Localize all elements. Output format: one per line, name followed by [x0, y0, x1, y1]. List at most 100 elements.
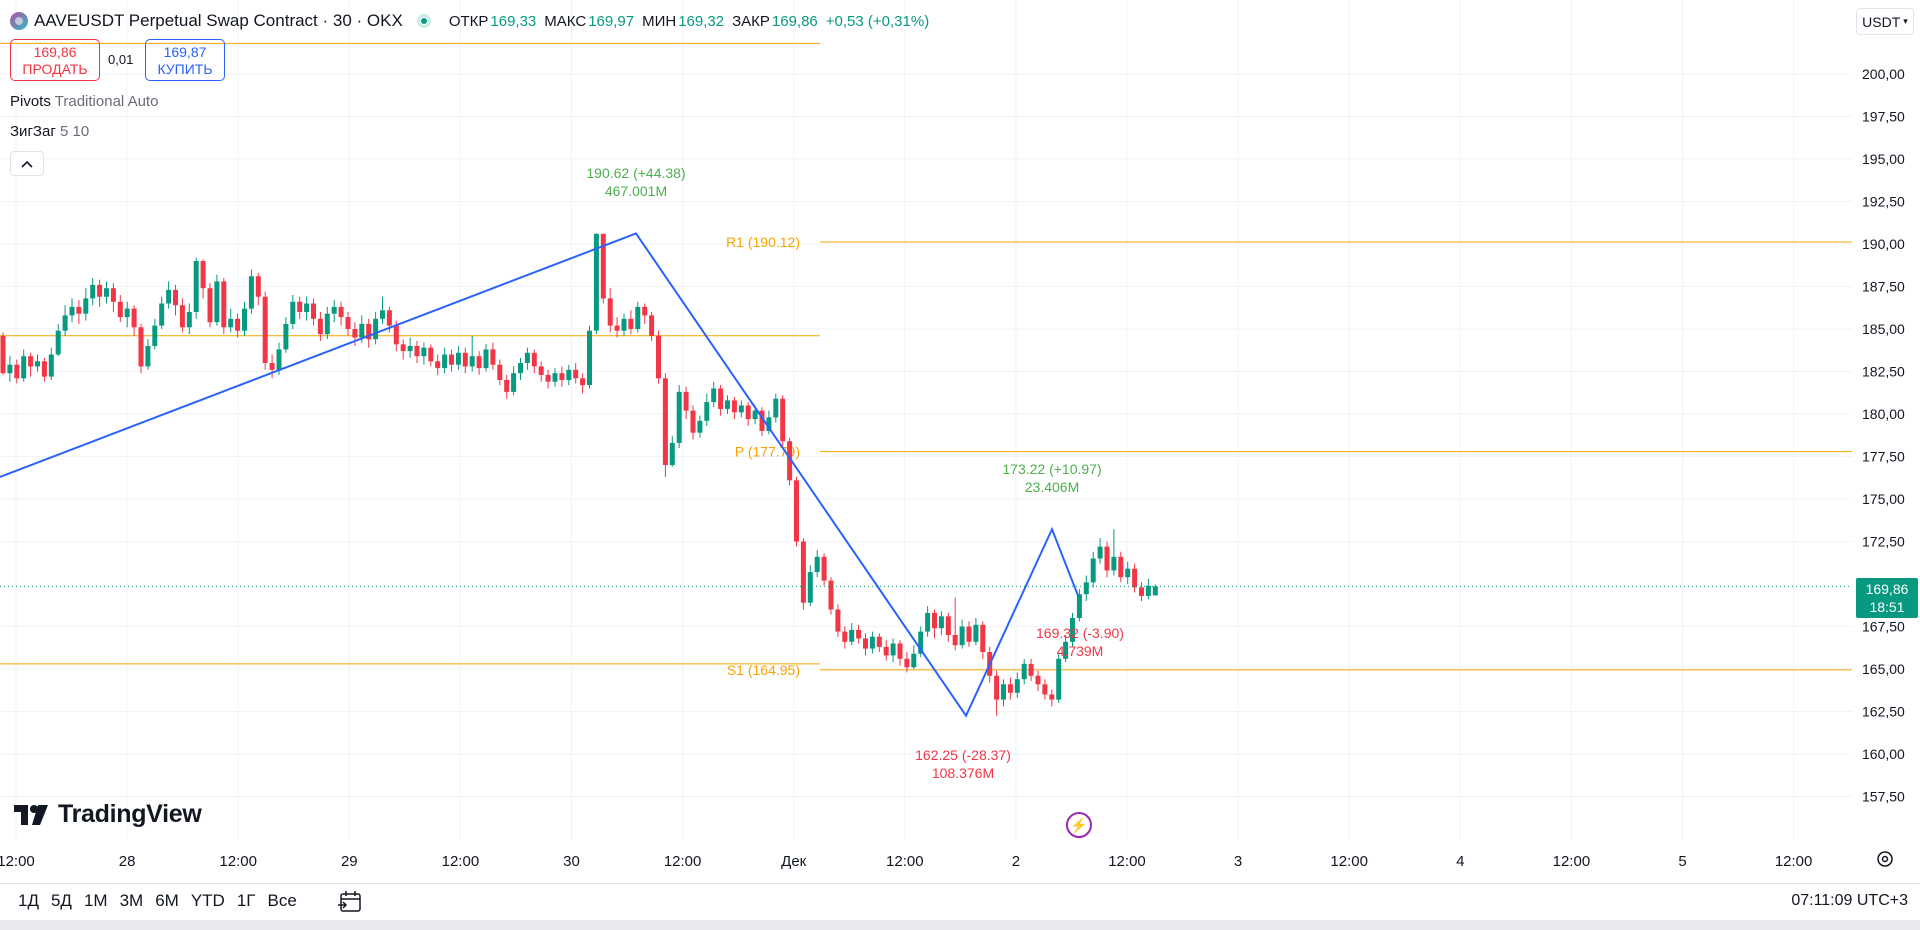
- candle-body: [869, 636, 875, 649]
- candle-body: [276, 349, 282, 370]
- chevron-down-icon: ▾: [1903, 16, 1908, 26]
- tradingview-logo[interactable]: TradingView: [14, 800, 202, 829]
- clock-timezone[interactable]: 07:11:09 UTC+3: [1791, 892, 1908, 909]
- bar-countdown: 18:51: [1869, 599, 1905, 615]
- candle-body: [290, 301, 296, 324]
- candle-body: [97, 284, 103, 297]
- symbol-title[interactable]: AAVEUSDT Perpetual Swap Contract · 30 · …: [34, 11, 403, 30]
- open-label: ОТКР: [448, 12, 489, 30]
- candle-body: [835, 609, 841, 632]
- candle-body: [145, 346, 151, 367]
- zigzag-volume-label: 4.739M: [1057, 643, 1104, 659]
- candle-body: [1118, 556, 1124, 578]
- candle-body: [442, 354, 448, 369]
- candle-body: [248, 276, 254, 309]
- candle-body: [1049, 694, 1055, 700]
- zigzag-pivot-label: 173.22 (+10.97): [1002, 461, 1101, 477]
- market-status-icon[interactable]: [416, 14, 431, 28]
- candle-body: [393, 325, 399, 345]
- candle-body: [21, 356, 27, 379]
- candle-body: [1063, 641, 1069, 659]
- candle-body: [635, 306, 641, 329]
- zigzag-pivot-label: 190.62 (+44.38): [586, 165, 685, 181]
- y-axis-tick-label: 167,50: [1862, 619, 1905, 635]
- collapse-indicators-button[interactable]: [10, 151, 44, 176]
- x-axis-tick-label: 3: [1234, 853, 1242, 870]
- low-label: МИН: [642, 12, 677, 30]
- range-1y[interactable]: 1Г: [236, 891, 256, 910]
- candle-body: [386, 310, 392, 326]
- candle-body: [117, 301, 123, 318]
- pivot-label: P (177.79): [735, 444, 800, 460]
- close-label: ЗАКР: [732, 12, 770, 30]
- candle-body: [497, 364, 503, 380]
- x-axis-tick-label: 30: [563, 853, 580, 870]
- candle-body: [421, 347, 427, 357]
- candle-body: [1042, 684, 1048, 695]
- x-axis-tick-label: 12:00: [0, 853, 35, 870]
- pivot-label: R1 (190.12): [726, 234, 800, 250]
- range-1m[interactable]: 1М: [83, 891, 108, 910]
- candle-body: [242, 308, 247, 331]
- indicator-zigzag[interactable]: ЗигЗаг 5 10: [10, 123, 89, 140]
- candle-body: [490, 349, 496, 365]
- range-ytd[interactable]: YTD: [190, 891, 225, 910]
- candle-body: [614, 325, 620, 331]
- candle-body: [1014, 679, 1020, 693]
- candle-body: [794, 480, 799, 542]
- candle-body: [35, 361, 40, 367]
- pivot-label: S1 (164.95): [727, 662, 800, 678]
- range-1d[interactable]: 1Д: [18, 891, 39, 910]
- candle-body: [876, 636, 882, 647]
- candle-body: [766, 417, 772, 431]
- lightning-icon[interactable]: ⚡: [1066, 812, 1092, 838]
- aave-coin-icon: [10, 12, 28, 30]
- candle-body: [773, 398, 779, 418]
- candle-body: [1097, 546, 1103, 559]
- ohlc-values: ОТКР 169,33 МАКС 169,97 МИН 169,32 ЗАКР …: [441, 13, 929, 30]
- calendar-range-icon[interactable]: [338, 890, 364, 914]
- candle-body: [166, 289, 172, 304]
- y-axis-tick-label: 160,00: [1862, 746, 1905, 762]
- logo-text: TradingView: [58, 800, 202, 828]
- candle-body: [607, 298, 613, 326]
- buy-button[interactable]: 169,87 КУПИТЬ: [145, 39, 225, 81]
- candle-body: [628, 318, 634, 329]
- currency-selector[interactable]: USDT ▾: [1856, 8, 1914, 35]
- range-3m[interactable]: 3М: [119, 891, 144, 910]
- indicator-pivots[interactable]: Pivots Traditional Auto: [10, 93, 158, 110]
- candle-body: [980, 624, 986, 652]
- candle-body: [656, 335, 661, 379]
- settings-gear-icon[interactable]: [1874, 848, 1896, 870]
- candle-body: [428, 347, 434, 362]
- candle-body: [600, 233, 606, 299]
- x-axis-tick-label: 29: [341, 853, 358, 870]
- candle-body: [1132, 568, 1138, 588]
- indicator-name: Pivots: [10, 93, 51, 110]
- candle-body: [1104, 546, 1110, 571]
- sell-button[interactable]: 169,86 ПРОДАТЬ: [10, 39, 100, 81]
- x-axis-tick-label: 12:00: [1775, 853, 1813, 870]
- candle-body: [110, 288, 116, 302]
- candle-body: [193, 261, 199, 312]
- indicator-params: 5 10: [59, 123, 90, 140]
- range-6m[interactable]: 6М: [155, 891, 179, 910]
- candle-body: [435, 361, 441, 369]
- candle-body: [649, 315, 655, 336]
- candle-body: [524, 352, 530, 363]
- close-value: 169,86: [771, 12, 818, 30]
- y-axis-tick-label: 172,50: [1862, 534, 1905, 550]
- candle-body: [262, 296, 268, 363]
- candle-body: [41, 361, 47, 377]
- candle-body: [131, 308, 137, 328]
- range-all[interactable]: Все: [267, 891, 297, 910]
- range-5d[interactable]: 5Д: [50, 891, 72, 910]
- candle-body: [662, 378, 668, 465]
- candle-body: [531, 352, 537, 367]
- candle-body: [462, 352, 468, 367]
- candle-body: [304, 303, 310, 312]
- currency-label: USDT: [1862, 13, 1901, 30]
- candle-body: [373, 318, 379, 340]
- x-axis-tick-label: 5: [1678, 853, 1686, 870]
